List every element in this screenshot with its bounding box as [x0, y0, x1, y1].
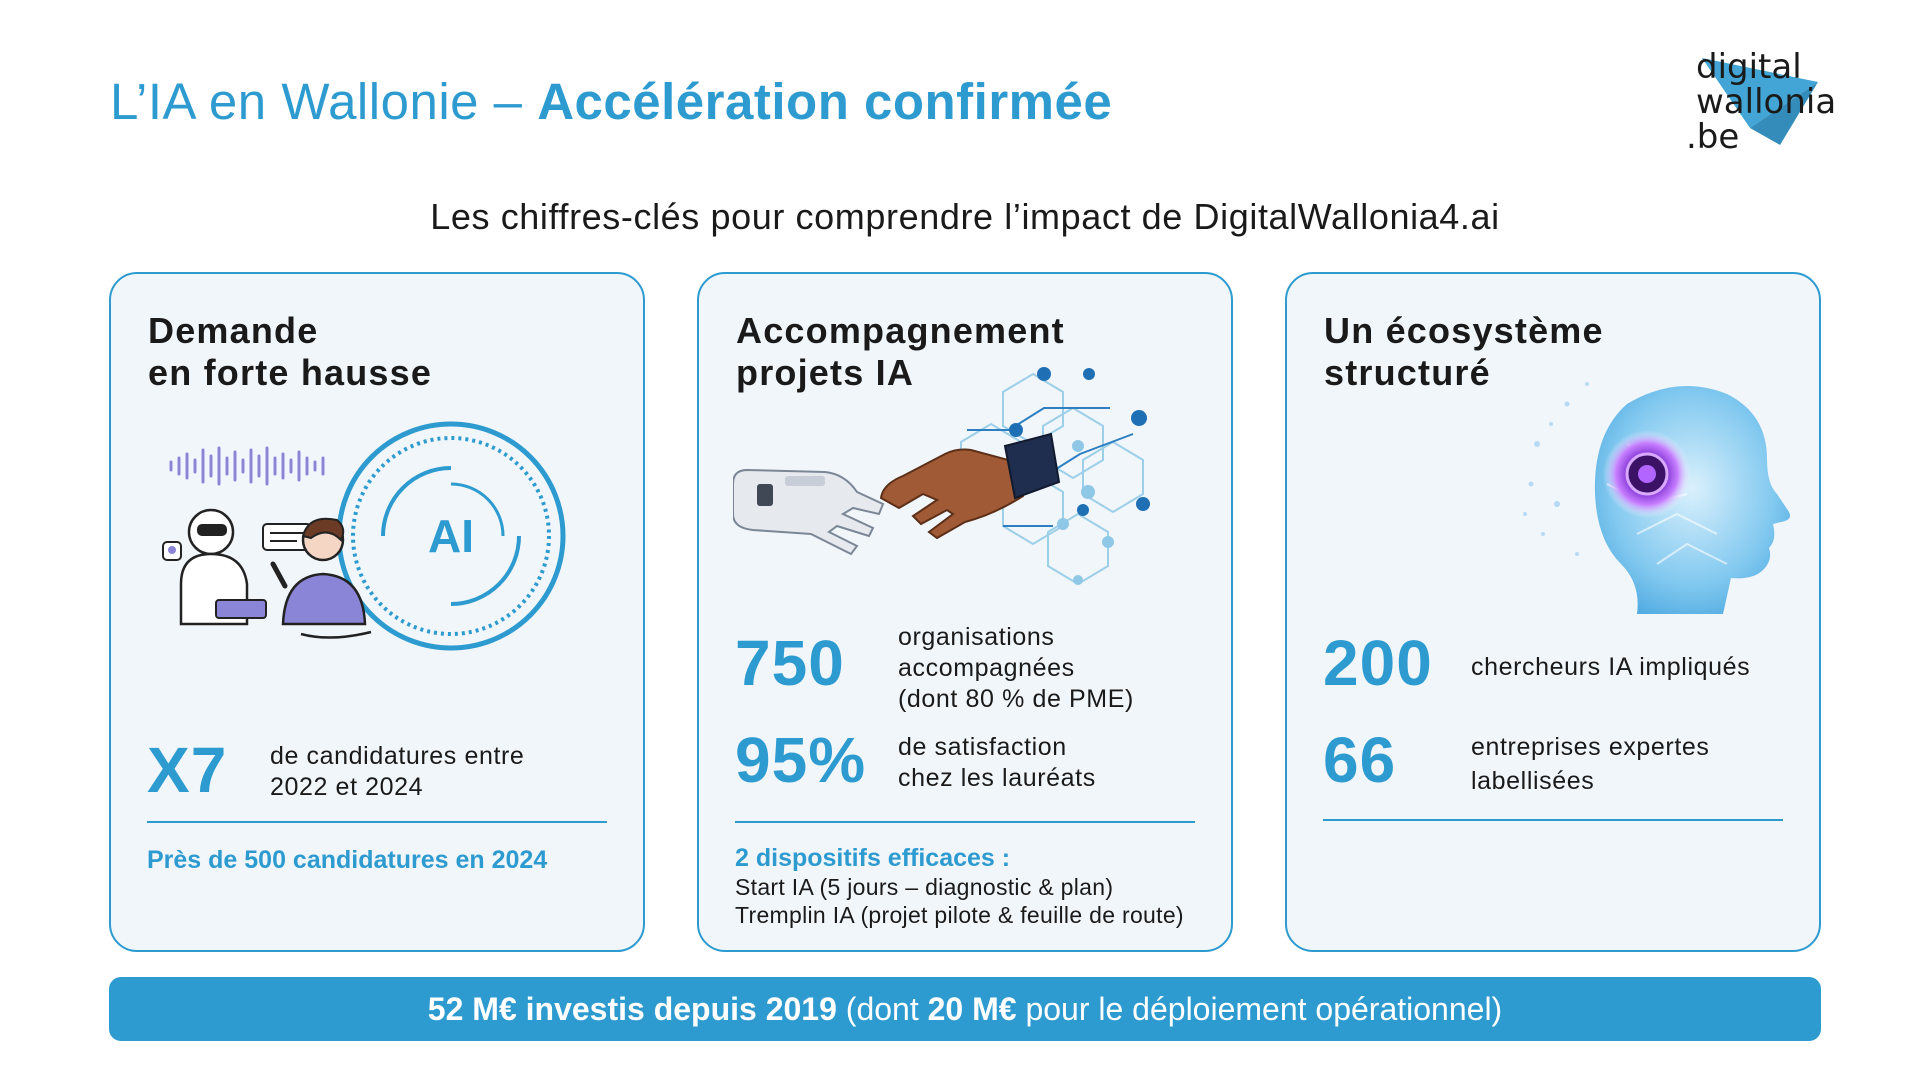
footnote-line: Tremplin IA (projet pilote & feuille de …: [735, 902, 1184, 928]
logo-triangle-icon: [1702, 58, 1818, 145]
stat-description: chercheurs IA impliqués: [1471, 653, 1751, 681]
card-footnote: Près de 500 candidatures en 2024: [147, 846, 548, 874]
stat-description: de candidatures entre 2022 et 2024: [270, 742, 525, 801]
stat-description: entreprises expertes labellisées: [1471, 733, 1710, 795]
card-title: Un écosystème structuré: [1324, 310, 1604, 393]
footnote-line: Start IA (5 jours – diagnostic & plan): [735, 874, 1114, 900]
logo-line-1: digital: [1696, 47, 1802, 87]
page-subtitle: Les chiffres-clés pour comprendre l’impa…: [430, 196, 1500, 237]
ai-assistant-illustration-icon: AI: [162, 421, 566, 651]
divider: [1323, 819, 1783, 821]
stat-value: 66: [1323, 724, 1397, 796]
stat-value: 200: [1323, 627, 1433, 699]
card-ecosystem: Un écosystème structuré: [1285, 272, 1821, 952]
card-title: Demande en forte hausse: [148, 310, 433, 393]
ai-head-illustration-icon: [1523, 382, 1790, 614]
card-projects: Accompagnement projets IA: [697, 272, 1233, 952]
card-title: Accompagnement projets IA: [736, 310, 1065, 393]
title-bold: Accélération confirmée: [537, 73, 1113, 130]
footnote-title: 2 dispositifs efficaces :: [735, 844, 1011, 872]
card-demand: Demande en forte hausse AI: [109, 272, 645, 952]
digital-wallonia-logo: digital wallonia .be: [1686, 47, 1860, 165]
stat-value: X7: [147, 734, 228, 806]
page-title: L’IA en Wallonie – Accélération confirmé…: [110, 72, 1112, 131]
ai-badge-text: AI: [428, 510, 474, 562]
title-regular: L’IA en Wallonie –: [110, 73, 538, 130]
stat-value: 95%: [735, 724, 867, 796]
robot-handshake-illustration-icon: [733, 367, 1150, 586]
divider: [735, 821, 1195, 823]
divider: [147, 821, 607, 823]
logo-line-3: .be: [1686, 117, 1740, 157]
stat-description: de satisfaction chez les lauréats: [898, 733, 1096, 792]
stat-value: 750: [735, 627, 845, 699]
logo-line-2: wallonia: [1696, 82, 1837, 122]
investment-banner: 52 M€ investis depuis 2019 (dont 20 M€ p…: [109, 977, 1821, 1041]
stat-description: organisations accompagnées (dont 80 % de…: [898, 623, 1134, 713]
